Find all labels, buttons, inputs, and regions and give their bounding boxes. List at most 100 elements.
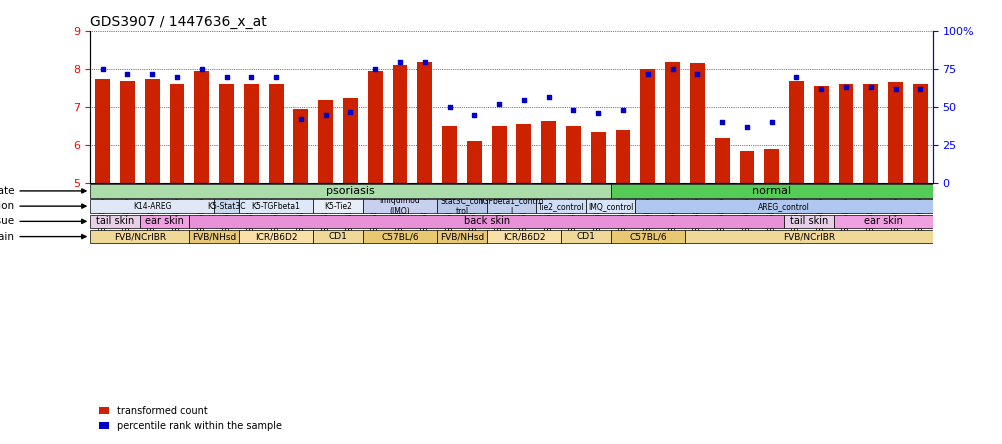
- FancyBboxPatch shape: [90, 230, 189, 243]
- Point: [788, 73, 804, 80]
- FancyBboxPatch shape: [313, 230, 363, 243]
- Bar: [912, 84, 927, 183]
- Bar: [813, 86, 828, 183]
- FancyBboxPatch shape: [437, 230, 486, 243]
- FancyBboxPatch shape: [189, 214, 784, 228]
- Text: psoriasis: psoriasis: [326, 186, 375, 196]
- Text: tissue: tissue: [0, 216, 86, 226]
- Point: [441, 103, 457, 111]
- Point: [466, 111, 482, 119]
- Bar: [318, 99, 333, 183]
- FancyBboxPatch shape: [585, 199, 635, 213]
- Text: CD1: CD1: [329, 232, 347, 241]
- Bar: [417, 62, 432, 183]
- Text: tail skin: tail skin: [789, 216, 828, 226]
- Bar: [738, 151, 754, 183]
- FancyBboxPatch shape: [684, 230, 932, 243]
- Bar: [442, 126, 457, 183]
- Text: GDS3907 / 1447636_x_at: GDS3907 / 1447636_x_at: [90, 15, 267, 29]
- FancyBboxPatch shape: [363, 199, 437, 213]
- FancyBboxPatch shape: [610, 230, 684, 243]
- Bar: [392, 65, 407, 183]
- Bar: [565, 126, 580, 183]
- Point: [342, 108, 358, 115]
- Point: [614, 107, 630, 114]
- Text: C57BL/6: C57BL/6: [381, 232, 419, 241]
- Text: normal: normal: [752, 186, 791, 196]
- Point: [417, 58, 433, 65]
- Text: imiquimod
(IMQ): imiquimod (IMQ): [380, 196, 420, 216]
- Text: genotype/variation: genotype/variation: [0, 201, 86, 211]
- FancyBboxPatch shape: [189, 230, 238, 243]
- Point: [589, 110, 605, 117]
- Point: [515, 96, 531, 103]
- Text: FVB/NCrIBR: FVB/NCrIBR: [113, 232, 165, 241]
- Point: [763, 119, 779, 126]
- Legend: transformed count, percentile rank within the sample: transformed count, percentile rank withi…: [95, 402, 286, 435]
- Bar: [269, 84, 284, 183]
- Point: [688, 70, 704, 77]
- Point: [392, 58, 408, 65]
- FancyBboxPatch shape: [90, 184, 610, 198]
- Bar: [615, 130, 630, 183]
- FancyBboxPatch shape: [536, 199, 585, 213]
- Bar: [789, 80, 804, 183]
- FancyBboxPatch shape: [214, 199, 238, 213]
- FancyBboxPatch shape: [313, 199, 363, 213]
- Text: K5-Tie2: K5-Tie2: [324, 202, 352, 210]
- Point: [838, 84, 854, 91]
- Text: Stat3C_con
trol: Stat3C_con trol: [440, 196, 483, 216]
- Bar: [639, 69, 654, 183]
- Text: disease state: disease state: [0, 186, 86, 196]
- Text: IMQ_control: IMQ_control: [587, 202, 632, 210]
- Bar: [590, 132, 605, 183]
- Point: [193, 66, 209, 73]
- Bar: [144, 79, 159, 183]
- Point: [318, 111, 334, 119]
- Text: ICR/B6D2: ICR/B6D2: [502, 232, 545, 241]
- Point: [293, 116, 309, 123]
- Point: [367, 66, 383, 73]
- Bar: [194, 71, 209, 183]
- Point: [491, 101, 507, 108]
- Point: [168, 73, 184, 80]
- Bar: [689, 63, 704, 183]
- Text: FVB/NCrIBR: FVB/NCrIBR: [782, 232, 834, 241]
- Bar: [664, 62, 679, 183]
- Text: tail skin: tail skin: [96, 216, 134, 226]
- Point: [912, 85, 928, 92]
- Text: FVB/NHsd: FVB/NHsd: [440, 232, 484, 241]
- Text: ear skin: ear skin: [145, 216, 183, 226]
- Text: K14-AREG: K14-AREG: [133, 202, 171, 210]
- Point: [144, 70, 160, 77]
- Point: [813, 85, 829, 92]
- Point: [94, 66, 110, 73]
- Bar: [838, 84, 853, 183]
- Point: [218, 73, 234, 80]
- FancyBboxPatch shape: [635, 199, 932, 213]
- Text: Tie2_control: Tie2_control: [537, 202, 584, 210]
- FancyBboxPatch shape: [90, 199, 214, 213]
- Point: [862, 84, 878, 91]
- Text: C57BL/6: C57BL/6: [628, 232, 666, 241]
- FancyBboxPatch shape: [560, 230, 610, 243]
- FancyBboxPatch shape: [139, 214, 189, 228]
- Text: FVB/NHsd: FVB/NHsd: [191, 232, 236, 241]
- Point: [243, 73, 260, 80]
- Bar: [764, 149, 779, 183]
- FancyBboxPatch shape: [363, 230, 437, 243]
- Bar: [294, 109, 308, 183]
- Text: TGFbeta1_contro
l: TGFbeta1_contro l: [478, 196, 544, 216]
- Point: [565, 107, 581, 114]
- Point: [119, 70, 135, 77]
- Point: [664, 66, 680, 73]
- FancyBboxPatch shape: [486, 230, 560, 243]
- FancyBboxPatch shape: [437, 199, 486, 213]
- Text: CD1: CD1: [576, 232, 595, 241]
- Bar: [218, 84, 233, 183]
- Text: strain: strain: [0, 232, 86, 242]
- Bar: [95, 79, 110, 183]
- Bar: [541, 120, 555, 183]
- FancyBboxPatch shape: [486, 199, 536, 213]
- Point: [268, 73, 284, 80]
